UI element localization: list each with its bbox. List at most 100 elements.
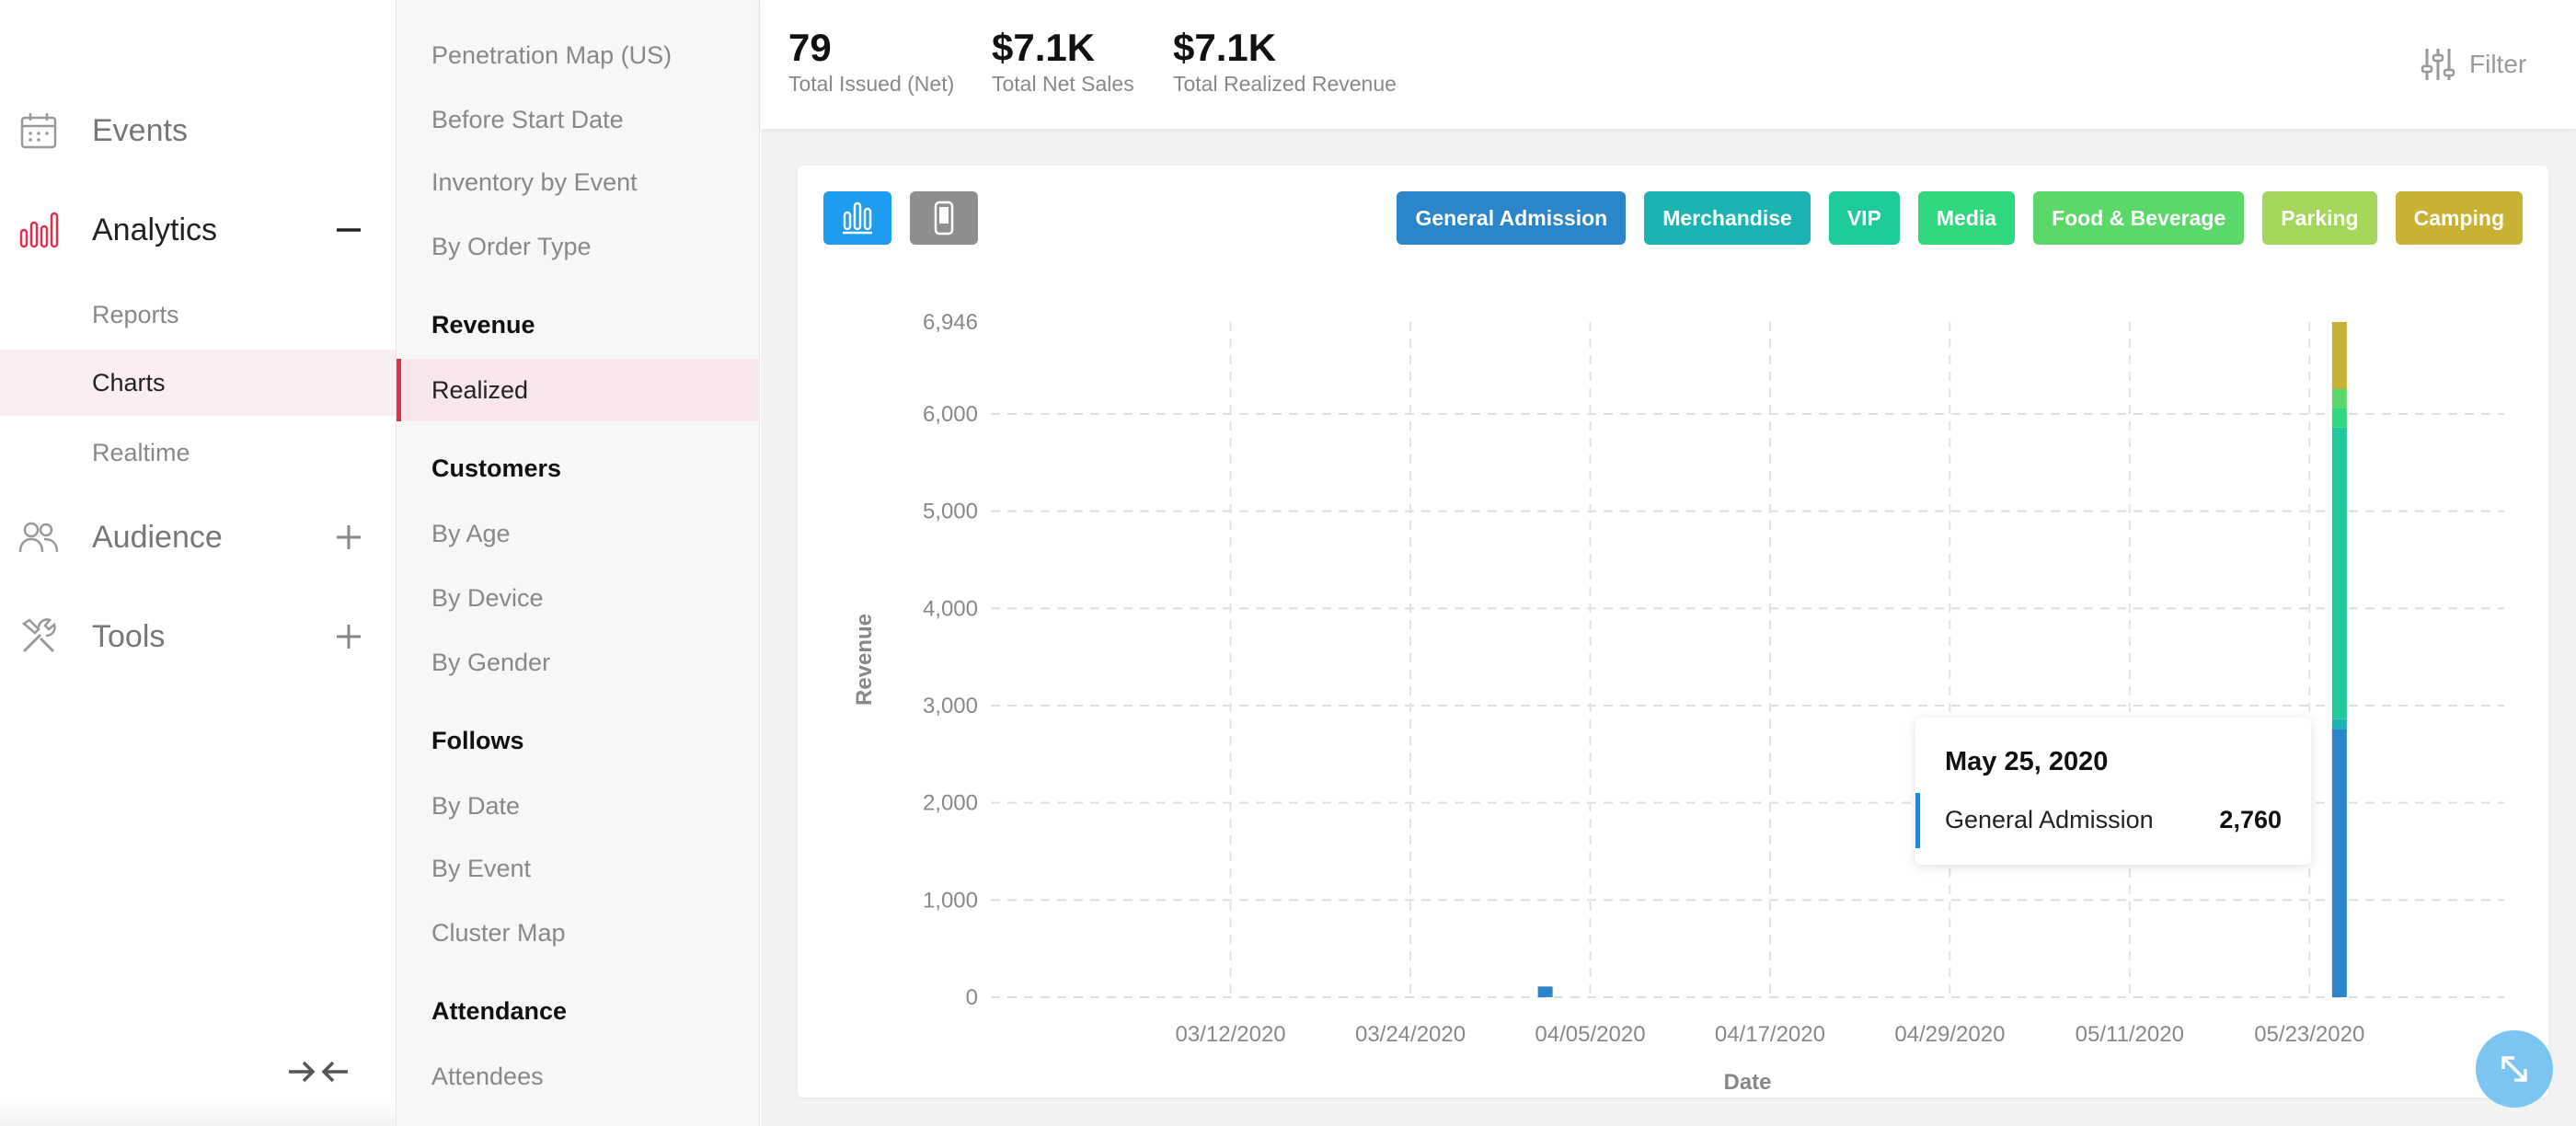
y-tick-label: 1,000 bbox=[923, 888, 978, 913]
submenu-item-by-age[interactable]: By Age bbox=[431, 519, 511, 547]
y-tick-label: 5,000 bbox=[923, 500, 978, 524]
x-tick-label: 03/12/2020 bbox=[1176, 1022, 1286, 1047]
stat-value: 79 bbox=[788, 26, 832, 69]
legend-merchandise[interactable]: Merchandise bbox=[1644, 191, 1811, 245]
bar-segment bbox=[2331, 427, 2347, 719]
x-tick-label: 04/17/2020 bbox=[1715, 1022, 1825, 1047]
submenu-item-by-date[interactable]: By Date bbox=[431, 791, 521, 820]
legend-media[interactable]: Media bbox=[1917, 191, 2016, 245]
submenu-item-by-device[interactable]: By Device bbox=[431, 583, 544, 612]
expand-icon bbox=[2501, 1056, 2527, 1082]
submenu-item-before-start-date[interactable]: Before Start Date bbox=[431, 105, 624, 133]
minus-icon[interactable] bbox=[333, 214, 364, 246]
nav-item-analytics[interactable]: Analytics bbox=[0, 193, 396, 267]
bar-chart-view-button[interactable] bbox=[823, 191, 891, 245]
bar-chart-icon bbox=[19, 212, 59, 248]
chart-tooltip: May 25, 2020 General Admission 2,760 bbox=[1915, 718, 2311, 865]
legend-camping[interactable]: Camping bbox=[2395, 191, 2523, 245]
collapse-sidebar-icon[interactable] bbox=[285, 1053, 351, 1090]
y-tick-label: 2,000 bbox=[923, 791, 978, 816]
bar-segment bbox=[2331, 729, 2347, 997]
stats-header: 79 Total Issued (Net) $7.1K Total Net Sa… bbox=[761, 0, 2576, 129]
nav-bottom-shadow bbox=[0, 1098, 396, 1126]
x-tick-label: 05/23/2020 bbox=[2254, 1022, 2364, 1047]
nav-item-label: Tools bbox=[92, 618, 166, 654]
main-navigation: Events Analytics Reports Charts Realtime… bbox=[0, 0, 396, 1126]
phone-icon bbox=[934, 201, 954, 236]
stat-total-realized-revenue: $7.1K Total Realized Revenue bbox=[1173, 26, 1397, 97]
submenu-item-by-order-type[interactable]: By Order Type bbox=[431, 232, 592, 260]
section-heading-revenue: Revenue bbox=[431, 311, 535, 339]
chart-card: 0 1,000 2,000 3,000 4,000 5,000 6,000 6,946 03/… bbox=[798, 166, 2548, 1097]
bar-segment bbox=[2331, 718, 2347, 730]
sidebar-item-label: Realtime bbox=[92, 438, 190, 466]
bar-segment bbox=[1537, 986, 1553, 997]
submenu-item-realized[interactable]: Realized bbox=[397, 359, 759, 421]
stat-caption: Total Net Sales bbox=[992, 72, 1134, 96]
legend-food-beverage[interactable]: Food & Beverage bbox=[2033, 191, 2245, 245]
y-tick-label: 4,000 bbox=[923, 596, 978, 621]
stat-total-issued: 79 Total Issued (Net) bbox=[788, 26, 954, 97]
plus-icon[interactable] bbox=[333, 522, 364, 553]
section-heading-customers: Customers bbox=[431, 454, 562, 482]
section-heading-attendance: Attendance bbox=[431, 997, 568, 1025]
x-axis-title: Date bbox=[1723, 1070, 1771, 1095]
stat-caption: Total Issued (Net) bbox=[788, 72, 955, 96]
nav-item-label: Audience bbox=[92, 519, 223, 555]
x-axis-ticks: 03/12/2020 03/24/2020 04/05/2020 04/17/2020… bbox=[1176, 1022, 2365, 1047]
nav-item-label: Events bbox=[92, 112, 188, 148]
submenu-item-attendees[interactable]: Attendees bbox=[431, 1062, 544, 1090]
calendar-icon bbox=[20, 113, 57, 149]
y-axis-ticks: 0 1,000 2,000 3,000 4,000 5,000 6,000 6,946 bbox=[923, 310, 978, 1010]
legend-vip[interactable]: VIP bbox=[1828, 191, 1900, 245]
sliders-icon bbox=[2421, 49, 2455, 80]
chart-gridlines bbox=[991, 322, 2504, 998]
y-tick-label: 6,946 bbox=[923, 310, 978, 335]
tooltip-series-value: 2,760 bbox=[2219, 806, 2282, 833]
sidebar-item-label: Charts bbox=[92, 368, 166, 396]
bar-segment bbox=[2331, 388, 2347, 408]
bar-segment bbox=[2331, 408, 2347, 428]
series-legend: General Admission Merchandise VIP Media … bbox=[1397, 191, 2523, 245]
stat-value: $7.1K bbox=[992, 26, 1096, 69]
nav-item-audience[interactable]: Audience bbox=[0, 500, 396, 574]
submenu-item-cluster-map[interactable]: Cluster Map bbox=[431, 918, 566, 947]
tooltip-series-name: General Admission bbox=[1945, 806, 2154, 833]
legend-general-admission[interactable]: General Admission bbox=[1397, 191, 1627, 245]
y-tick-label: 3,000 bbox=[923, 694, 978, 718]
main-content: 0 1,000 2,000 3,000 4,000 5,000 6,000 6,946 03/… bbox=[761, 129, 2576, 1126]
y-tick-label: 0 bbox=[966, 985, 978, 1010]
x-tick-label: 04/29/2020 bbox=[1894, 1022, 2005, 1047]
sidebar-item-realtime[interactable]: Realtime bbox=[0, 419, 396, 486]
tooltip-series-marker bbox=[1915, 793, 1920, 848]
filter-button[interactable]: Filter bbox=[2420, 42, 2526, 86]
x-tick-label: 05/11/2020 bbox=[2076, 1022, 2184, 1047]
sidebar-item-label: Reports bbox=[92, 300, 179, 328]
plus-icon[interactable] bbox=[333, 621, 364, 652]
bar-segment bbox=[2331, 322, 2347, 389]
submenu-item-inventory-by-event[interactable]: Inventory by Event bbox=[431, 167, 638, 196]
stat-value: $7.1K bbox=[1173, 26, 1277, 69]
analytics-submenu: Penetration Map (US) Before Start Date I… bbox=[396, 0, 760, 1126]
x-tick-label: 04/05/2020 bbox=[1535, 1022, 1645, 1047]
sidebar-item-charts[interactable]: Charts bbox=[0, 350, 396, 416]
bar-chart-icon bbox=[843, 201, 872, 235]
submenu-item-by-gender[interactable]: By Gender bbox=[431, 648, 551, 676]
nav-item-label: Analytics bbox=[92, 212, 218, 247]
y-tick-label: 6,000 bbox=[923, 402, 978, 427]
mobile-view-button[interactable] bbox=[910, 191, 978, 245]
nav-item-tools[interactable]: Tools bbox=[0, 600, 396, 673]
filter-label: Filter bbox=[2469, 50, 2527, 78]
nav-item-events[interactable]: Events bbox=[0, 94, 396, 167]
stat-total-net-sales: $7.1K Total Net Sales bbox=[992, 26, 1134, 97]
legend-parking[interactable]: Parking bbox=[2262, 191, 2377, 245]
y-axis-title: Revenue bbox=[852, 614, 877, 706]
chart-bars bbox=[1537, 322, 2347, 997]
tools-icon bbox=[21, 618, 56, 653]
submenu-item-penetration-map[interactable]: Penetration Map (US) bbox=[431, 40, 673, 69]
submenu-item-by-event[interactable]: By Event bbox=[431, 854, 532, 882]
stat-caption: Total Realized Revenue bbox=[1173, 72, 1397, 96]
expand-fullscreen-button[interactable] bbox=[2476, 1030, 2553, 1108]
x-tick-label: 03/24/2020 bbox=[1355, 1022, 1466, 1047]
sidebar-item-reports[interactable]: Reports bbox=[0, 282, 396, 348]
